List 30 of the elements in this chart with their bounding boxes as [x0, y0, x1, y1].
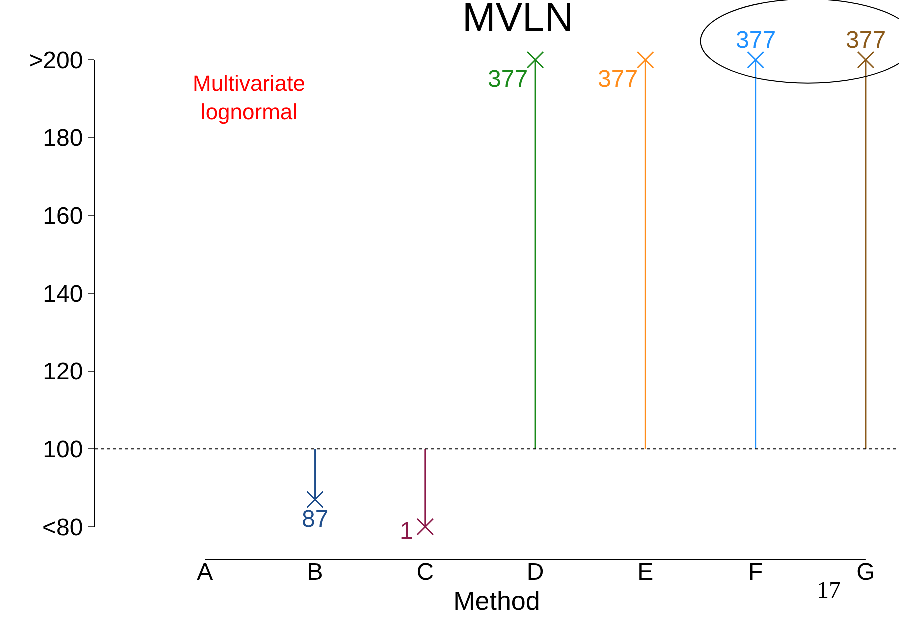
- point: [306, 491, 324, 509]
- point: [636, 51, 654, 69]
- x-tick-label: D: [526, 559, 544, 586]
- y-tick-label: 140: [43, 280, 84, 308]
- point: [526, 51, 544, 69]
- annotation: 87: [302, 506, 329, 533]
- x-tick-label: F: [748, 559, 764, 586]
- y-tick-label: 180: [43, 125, 84, 152]
- y-tick-label: 160: [43, 203, 84, 230]
- y-tick-label: 100: [43, 436, 84, 464]
- y-tick-label: >200: [29, 47, 84, 74]
- x-tick-label: E: [638, 559, 654, 586]
- y-tick-label: 120: [43, 358, 84, 386]
- annotation: 377: [736, 27, 776, 54]
- annotation: 377: [488, 66, 528, 93]
- x-tick-label: C: [416, 559, 434, 586]
- point: [857, 51, 875, 69]
- x-tick-label: B: [307, 559, 324, 586]
- text: 17: [817, 578, 841, 604]
- point: [416, 518, 434, 536]
- y-tick-label: <80: [42, 514, 84, 542]
- x-axis-title: Method: [454, 586, 540, 616]
- point: [747, 51, 765, 69]
- x-tick-label: G: [856, 559, 876, 586]
- annotation: 1: [400, 518, 414, 545]
- x-tick-label: A: [197, 559, 214, 586]
- annotation: Multivariate lognormal: [193, 71, 306, 125]
- annotation: 377: [598, 66, 638, 93]
- chart-title: MVLN: [462, 0, 574, 40]
- annotation: 377: [846, 27, 886, 54]
